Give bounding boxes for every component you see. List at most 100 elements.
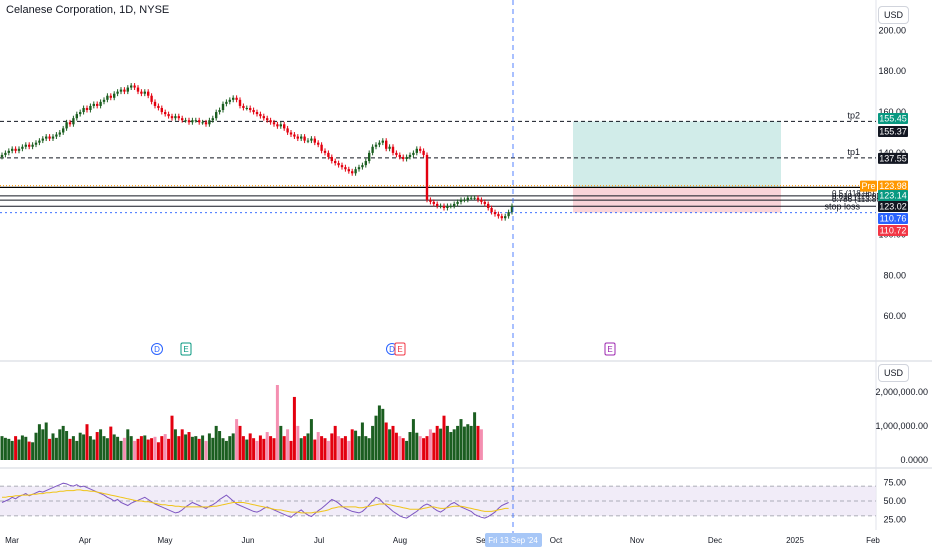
candle-body bbox=[164, 112, 167, 115]
candle-body bbox=[89, 105, 92, 111]
volume-bar bbox=[211, 437, 215, 460]
volume-bar bbox=[85, 424, 89, 460]
candle-body bbox=[490, 207, 493, 213]
candle-body bbox=[412, 152, 415, 155]
candle-body bbox=[286, 128, 289, 133]
candle-body bbox=[371, 146, 374, 153]
candle-body bbox=[181, 118, 184, 121]
candle-body bbox=[167, 114, 170, 117]
volume-bar bbox=[51, 433, 55, 460]
candle-body bbox=[269, 120, 272, 123]
volume-bar bbox=[170, 415, 174, 460]
candle-body bbox=[344, 167, 347, 170]
volume-bar bbox=[262, 438, 266, 460]
candle-body bbox=[11, 148, 14, 151]
volume-tick-label: 0.0000 bbox=[900, 455, 928, 465]
volume-bar bbox=[299, 438, 303, 460]
candle-body bbox=[38, 140, 41, 143]
price-badge bbox=[860, 180, 877, 192]
volume-bar bbox=[173, 429, 177, 460]
candle-body bbox=[17, 148, 21, 151]
candle-body bbox=[483, 201, 486, 204]
price-badge bbox=[878, 190, 908, 201]
candle-body bbox=[493, 212, 497, 215]
volume-bar bbox=[354, 430, 358, 460]
candle-body bbox=[55, 134, 58, 137]
candle-body bbox=[21, 146, 24, 149]
volume-bar bbox=[350, 429, 354, 460]
volume-bar bbox=[449, 432, 453, 460]
volume-bar bbox=[34, 432, 38, 460]
time-tick-label: 2025 bbox=[786, 536, 804, 545]
candle-body bbox=[147, 91, 150, 96]
volume-bar bbox=[184, 434, 188, 460]
volume-bar bbox=[357, 436, 361, 460]
fib-level-label: 0.786 (113.86) bbox=[832, 195, 884, 204]
volume-bar bbox=[432, 432, 436, 460]
time-tick-label: Aug bbox=[393, 536, 407, 545]
price-badge bbox=[878, 113, 908, 124]
candle-body bbox=[459, 199, 463, 202]
volume-bar bbox=[258, 435, 262, 460]
candle-body bbox=[14, 148, 17, 151]
volume-bar bbox=[82, 434, 86, 460]
candle-body bbox=[504, 216, 507, 219]
price-badge bbox=[878, 225, 908, 236]
currency-selector[interactable]: USD bbox=[878, 6, 910, 24]
volume-bar bbox=[109, 426, 113, 460]
candle-body bbox=[242, 105, 245, 108]
dividend-marker bbox=[151, 343, 163, 355]
candle-body bbox=[204, 122, 208, 125]
candle-body bbox=[160, 107, 163, 113]
candle-body bbox=[303, 136, 306, 141]
price-badge-label: 123.02 bbox=[879, 202, 907, 212]
volume-bar bbox=[228, 436, 232, 460]
volume-bar bbox=[187, 432, 191, 460]
candle-body bbox=[72, 118, 75, 125]
candle-body bbox=[187, 120, 191, 123]
candle-body bbox=[419, 148, 422, 151]
volume-bar bbox=[408, 432, 412, 460]
volume-bar bbox=[456, 425, 460, 460]
volume-bar bbox=[313, 439, 317, 460]
candle-body bbox=[351, 171, 354, 174]
candle-body bbox=[432, 201, 435, 204]
time-tick-label: Jul bbox=[314, 536, 324, 545]
candle-body bbox=[252, 110, 255, 113]
volume-bar bbox=[99, 429, 103, 460]
volume-bar bbox=[146, 439, 150, 460]
candle-body bbox=[48, 136, 51, 139]
volume-bar bbox=[320, 436, 324, 460]
candle-body bbox=[198, 120, 201, 123]
volume-bar bbox=[469, 425, 473, 460]
volume-bar bbox=[204, 440, 208, 460]
candle-body bbox=[92, 103, 95, 106]
volume-bar bbox=[303, 436, 307, 460]
volume-bar bbox=[360, 422, 364, 460]
candle-body bbox=[415, 148, 418, 153]
price-badge-label: 110.76 bbox=[880, 214, 907, 224]
volume-tick-label: 2,000,000.00 bbox=[875, 387, 928, 397]
volume-bar bbox=[129, 436, 133, 460]
volume-bar bbox=[224, 440, 228, 460]
volume-bar bbox=[214, 425, 218, 460]
cursor-date-label: Fri 13 Sep '24 bbox=[488, 536, 538, 545]
candle-body bbox=[510, 205, 514, 213]
rsi-line bbox=[1, 482, 509, 519]
candle-body bbox=[293, 134, 296, 137]
candle-body bbox=[422, 150, 425, 155]
event-marker-label: E bbox=[397, 345, 402, 354]
candle-body bbox=[215, 112, 218, 119]
volume-bar bbox=[122, 437, 126, 460]
time-tick-label: Nov bbox=[630, 536, 644, 545]
rsi-tick-label: 75.00 bbox=[883, 477, 906, 487]
time-tick-label: Mar bbox=[5, 536, 19, 545]
volume-bar bbox=[309, 419, 313, 460]
volume-bar bbox=[78, 432, 82, 460]
volume-currency-selector[interactable]: USD bbox=[878, 364, 910, 382]
candle-body bbox=[28, 144, 31, 147]
candle-body bbox=[62, 128, 65, 133]
volume-bar bbox=[275, 385, 279, 460]
volume-bar bbox=[153, 436, 157, 460]
